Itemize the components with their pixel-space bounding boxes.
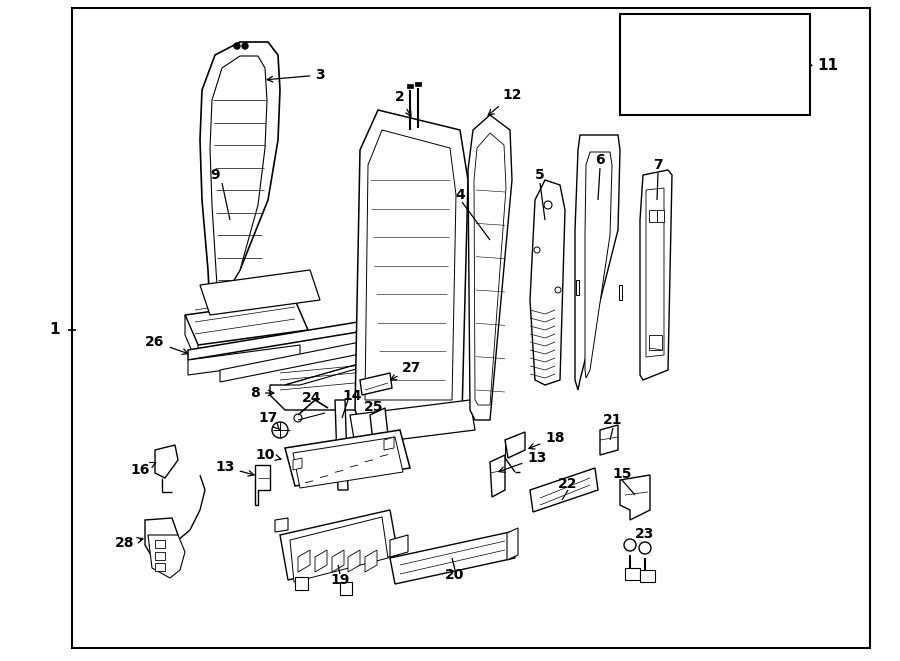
Polygon shape [155, 445, 178, 478]
Text: 5: 5 [536, 168, 544, 182]
Polygon shape [619, 285, 622, 300]
Polygon shape [220, 340, 370, 382]
Polygon shape [148, 535, 185, 578]
Polygon shape [415, 82, 421, 86]
Polygon shape [649, 210, 657, 222]
Text: 2: 2 [395, 90, 411, 116]
Polygon shape [188, 320, 370, 360]
Polygon shape [468, 115, 512, 420]
Polygon shape [295, 577, 308, 590]
Text: 16: 16 [130, 463, 156, 477]
Polygon shape [185, 315, 198, 365]
Polygon shape [350, 400, 475, 445]
Polygon shape [635, 18, 675, 68]
Polygon shape [640, 170, 672, 380]
Polygon shape [360, 373, 392, 395]
Text: 27: 27 [391, 361, 422, 380]
Polygon shape [505, 432, 525, 458]
Polygon shape [315, 550, 327, 572]
Polygon shape [600, 425, 618, 455]
Polygon shape [620, 475, 650, 520]
Text: 15: 15 [612, 467, 632, 481]
Polygon shape [625, 568, 640, 580]
Polygon shape [332, 550, 344, 572]
Text: 24: 24 [302, 391, 322, 405]
Polygon shape [390, 532, 515, 584]
Text: 10: 10 [256, 448, 281, 462]
Text: 9: 9 [211, 168, 220, 182]
Polygon shape [530, 180, 565, 385]
Polygon shape [155, 540, 165, 548]
Bar [620, 14, 810, 115]
Polygon shape [290, 517, 388, 582]
Polygon shape [275, 518, 288, 532]
Polygon shape [200, 42, 280, 310]
Circle shape [242, 43, 248, 49]
Text: 18: 18 [529, 431, 565, 449]
Text: 3: 3 [267, 68, 325, 82]
Polygon shape [384, 437, 394, 450]
Polygon shape [200, 270, 320, 315]
Text: 14: 14 [342, 389, 362, 403]
Polygon shape [474, 133, 506, 405]
Polygon shape [293, 437, 403, 488]
Polygon shape [657, 210, 664, 222]
Polygon shape [365, 130, 456, 400]
Polygon shape [575, 135, 620, 390]
Polygon shape [155, 552, 165, 560]
Text: 13: 13 [215, 460, 254, 476]
Text: 4: 4 [455, 188, 465, 202]
Polygon shape [390, 535, 408, 557]
Text: 19: 19 [330, 573, 350, 587]
Polygon shape [585, 152, 612, 378]
Text: 17: 17 [258, 411, 280, 430]
Polygon shape [185, 300, 308, 345]
Polygon shape [188, 345, 300, 375]
Polygon shape [370, 408, 388, 442]
Polygon shape [335, 400, 348, 490]
Bar [72, 8, 870, 648]
Polygon shape [649, 335, 662, 350]
Polygon shape [298, 550, 310, 572]
Polygon shape [530, 468, 598, 512]
Polygon shape [280, 510, 398, 580]
Text: 12: 12 [488, 88, 522, 115]
Text: 6: 6 [595, 153, 605, 167]
Polygon shape [685, 25, 723, 72]
Text: 11: 11 [817, 58, 839, 73]
Polygon shape [576, 280, 579, 295]
Circle shape [234, 43, 240, 49]
Polygon shape [646, 188, 664, 357]
Text: 28: 28 [115, 536, 143, 550]
Text: 1: 1 [50, 323, 60, 338]
Text: 21: 21 [603, 413, 623, 427]
Polygon shape [348, 550, 360, 572]
Polygon shape [255, 465, 270, 505]
Polygon shape [365, 550, 377, 572]
Polygon shape [640, 570, 655, 582]
Polygon shape [507, 528, 518, 560]
Text: 26: 26 [145, 335, 188, 354]
Polygon shape [155, 563, 165, 571]
Polygon shape [490, 455, 505, 497]
Polygon shape [210, 56, 267, 300]
Polygon shape [407, 84, 413, 88]
Text: 23: 23 [635, 527, 654, 541]
Polygon shape [270, 365, 370, 410]
Polygon shape [355, 110, 468, 415]
Text: 13: 13 [499, 451, 546, 473]
Text: 8: 8 [250, 386, 274, 400]
Polygon shape [145, 518, 178, 568]
Text: 20: 20 [446, 568, 464, 582]
Text: 7: 7 [653, 158, 662, 172]
Text: 25: 25 [364, 400, 383, 414]
Polygon shape [285, 365, 370, 385]
Text: 22: 22 [558, 477, 578, 491]
Polygon shape [340, 582, 352, 595]
Polygon shape [293, 458, 302, 470]
Polygon shape [285, 430, 410, 486]
